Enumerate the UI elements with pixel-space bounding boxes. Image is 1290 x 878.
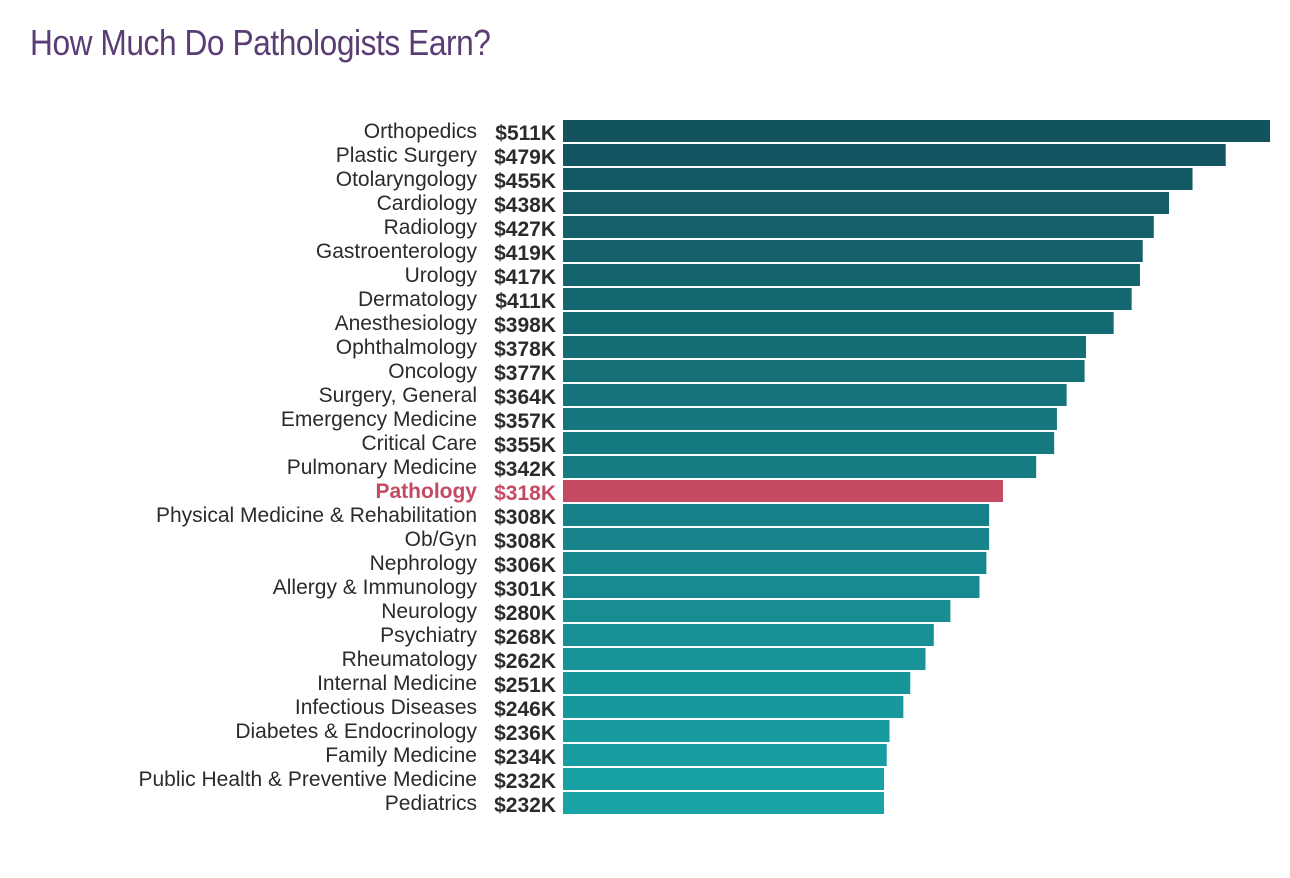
- bar-pediatrics: [563, 792, 884, 814]
- value-label: $268K: [494, 626, 556, 649]
- category-label: Orthopedics: [364, 120, 477, 143]
- value-label: $417K: [494, 266, 556, 289]
- chart-title: How Much Do Pathologists Earn?: [30, 22, 491, 63]
- bar-public-health-preventive-medicine: [563, 768, 884, 790]
- bar-orthopedics: [563, 120, 1270, 142]
- category-label: Pathology: [375, 480, 477, 503]
- bar-radiology: [563, 216, 1154, 238]
- value-label: $246K: [494, 698, 556, 721]
- value-label: $251K: [494, 674, 556, 697]
- category-label: Oncology: [388, 360, 477, 383]
- value-label: $455K: [494, 170, 556, 193]
- bar-ophthalmology: [563, 336, 1086, 358]
- bar-pulmonary-medicine: [563, 456, 1037, 478]
- bar-family-medicine: [563, 744, 887, 766]
- category-label: Urology: [405, 264, 478, 287]
- value-label: $398K: [494, 314, 556, 337]
- category-label: Infectious Diseases: [295, 696, 477, 719]
- bar-surgery-general: [563, 384, 1067, 406]
- category-label: Plastic Surgery: [336, 144, 478, 167]
- value-label: $377K: [494, 362, 556, 385]
- bar-diabetes-endocrinology: [563, 720, 890, 742]
- value-label: $232K: [494, 770, 556, 793]
- bar-psychiatry: [563, 624, 934, 646]
- category-label: Ophthalmology: [336, 336, 478, 359]
- value-label: $301K: [494, 578, 556, 601]
- category-label: Pediatrics: [385, 792, 477, 815]
- category-label: Cardiology: [377, 192, 478, 215]
- bar-oncology: [563, 360, 1085, 382]
- category-label: Ob/Gyn: [405, 528, 477, 551]
- value-label: $342K: [494, 458, 556, 481]
- category-label: Internal Medicine: [317, 672, 477, 695]
- value-label: $364K: [494, 386, 556, 409]
- value-label: $511K: [495, 122, 556, 145]
- bar-emergency-medicine: [563, 408, 1057, 430]
- category-label: Allergy & Immunology: [273, 576, 478, 599]
- value-label: $308K: [494, 506, 556, 529]
- bar-anesthesiology: [563, 312, 1114, 334]
- bar-internal-medicine: [563, 672, 911, 694]
- category-label: Gastroenterology: [316, 240, 478, 263]
- category-label: Anesthesiology: [335, 312, 478, 335]
- value-label: $280K: [494, 602, 556, 625]
- value-label: $308K: [494, 530, 556, 553]
- value-label: $318K: [494, 482, 556, 505]
- bar-plastic-surgery: [563, 144, 1226, 166]
- value-label: $262K: [494, 650, 556, 673]
- category-label: Nephrology: [370, 552, 478, 575]
- category-label: Psychiatry: [380, 624, 477, 647]
- value-label: $411K: [495, 290, 556, 313]
- bar-nephrology: [563, 552, 987, 574]
- value-label: $419K: [494, 242, 556, 265]
- value-label: $427K: [494, 218, 556, 241]
- value-label: $357K: [494, 410, 556, 433]
- category-label: Neurology: [381, 600, 477, 623]
- value-label: $479K: [494, 146, 556, 169]
- bar-neurology: [563, 600, 951, 622]
- bar-gastroenterology: [563, 240, 1143, 262]
- value-label: $306K: [494, 554, 556, 577]
- category-label: Public Health & Preventive Medicine: [138, 768, 477, 791]
- value-label: $355K: [494, 434, 556, 457]
- category-label: Rheumatology: [342, 648, 478, 671]
- bar-otolaryngology: [563, 168, 1193, 190]
- value-label: $378K: [494, 338, 556, 361]
- value-label: $232K: [494, 794, 556, 817]
- value-label: $236K: [494, 722, 556, 745]
- category-label: Otolaryngology: [336, 168, 478, 191]
- category-label: Diabetes & Endocrinology: [235, 720, 477, 743]
- category-label: Critical Care: [361, 432, 477, 455]
- bar-dermatology: [563, 288, 1132, 310]
- bar-allergy-immunology: [563, 576, 980, 598]
- bar-rheumatology: [563, 648, 926, 670]
- value-label: $234K: [494, 746, 556, 769]
- bar-infectious-diseases: [563, 696, 904, 718]
- category-label: Emergency Medicine: [281, 408, 477, 431]
- category-label: Surgery, General: [319, 384, 477, 407]
- category-label: Pulmonary Medicine: [287, 456, 477, 479]
- category-label: Family Medicine: [325, 744, 477, 767]
- category-label: Physical Medicine & Rehabilitation: [156, 504, 477, 527]
- category-label: Radiology: [384, 216, 478, 239]
- bar-physical-medicine-rehabilitation: [563, 504, 990, 526]
- category-label: Dermatology: [358, 288, 478, 311]
- bar-pathology: [563, 480, 1003, 502]
- bar-urology: [563, 264, 1140, 286]
- value-label: $438K: [494, 194, 556, 217]
- bar-ob-gyn: [563, 528, 990, 550]
- bar-critical-care: [563, 432, 1055, 454]
- bar-cardiology: [563, 192, 1169, 214]
